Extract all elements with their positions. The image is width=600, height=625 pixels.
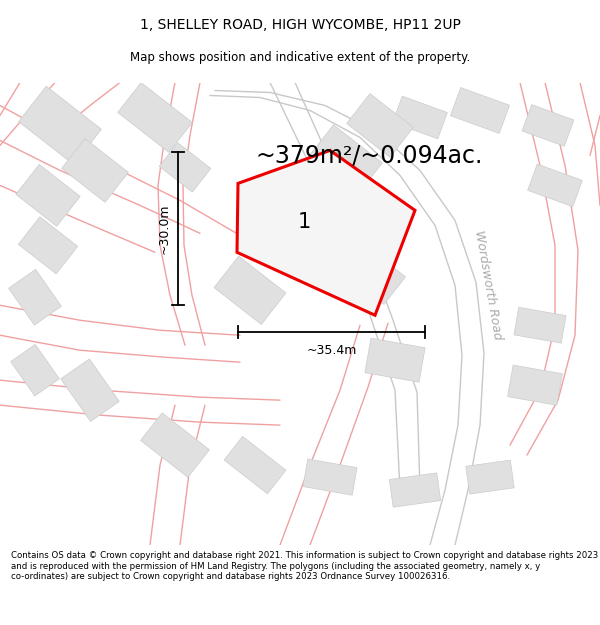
Polygon shape: [514, 308, 566, 343]
Polygon shape: [347, 94, 413, 158]
Text: ~35.4m: ~35.4m: [307, 344, 356, 357]
Text: Map shows position and indicative extent of the property.: Map shows position and indicative extent…: [130, 51, 470, 64]
Polygon shape: [522, 104, 574, 146]
Polygon shape: [344, 246, 406, 304]
Polygon shape: [451, 88, 509, 133]
Polygon shape: [8, 269, 61, 325]
Polygon shape: [392, 96, 448, 139]
Polygon shape: [214, 256, 286, 324]
Text: Shelley Road: Shelley Road: [326, 148, 383, 222]
Polygon shape: [140, 413, 209, 478]
Polygon shape: [224, 436, 286, 494]
Polygon shape: [118, 82, 193, 152]
Polygon shape: [11, 344, 59, 396]
Polygon shape: [61, 359, 119, 421]
Text: 1: 1: [298, 213, 311, 232]
Polygon shape: [365, 338, 425, 382]
Polygon shape: [308, 125, 382, 196]
Polygon shape: [252, 174, 338, 256]
Polygon shape: [19, 217, 77, 274]
Text: 1, SHELLEY ROAD, HIGH WYCOMBE, HP11 2UP: 1, SHELLEY ROAD, HIGH WYCOMBE, HP11 2UP: [140, 18, 460, 32]
Polygon shape: [466, 460, 514, 494]
Text: Contains OS data © Crown copyright and database right 2021. This information is : Contains OS data © Crown copyright and d…: [11, 551, 598, 581]
Polygon shape: [16, 164, 80, 226]
Polygon shape: [508, 365, 562, 405]
Text: Wordsworth Road: Wordsworth Road: [472, 229, 504, 341]
Polygon shape: [62, 139, 128, 202]
Polygon shape: [389, 473, 441, 508]
Polygon shape: [19, 86, 101, 165]
Polygon shape: [159, 142, 211, 192]
Polygon shape: [237, 151, 415, 315]
Text: ~379m²/~0.094ac.: ~379m²/~0.094ac.: [255, 143, 482, 168]
Text: ~30.0m: ~30.0m: [157, 204, 170, 254]
Polygon shape: [527, 164, 583, 207]
Polygon shape: [303, 459, 357, 495]
